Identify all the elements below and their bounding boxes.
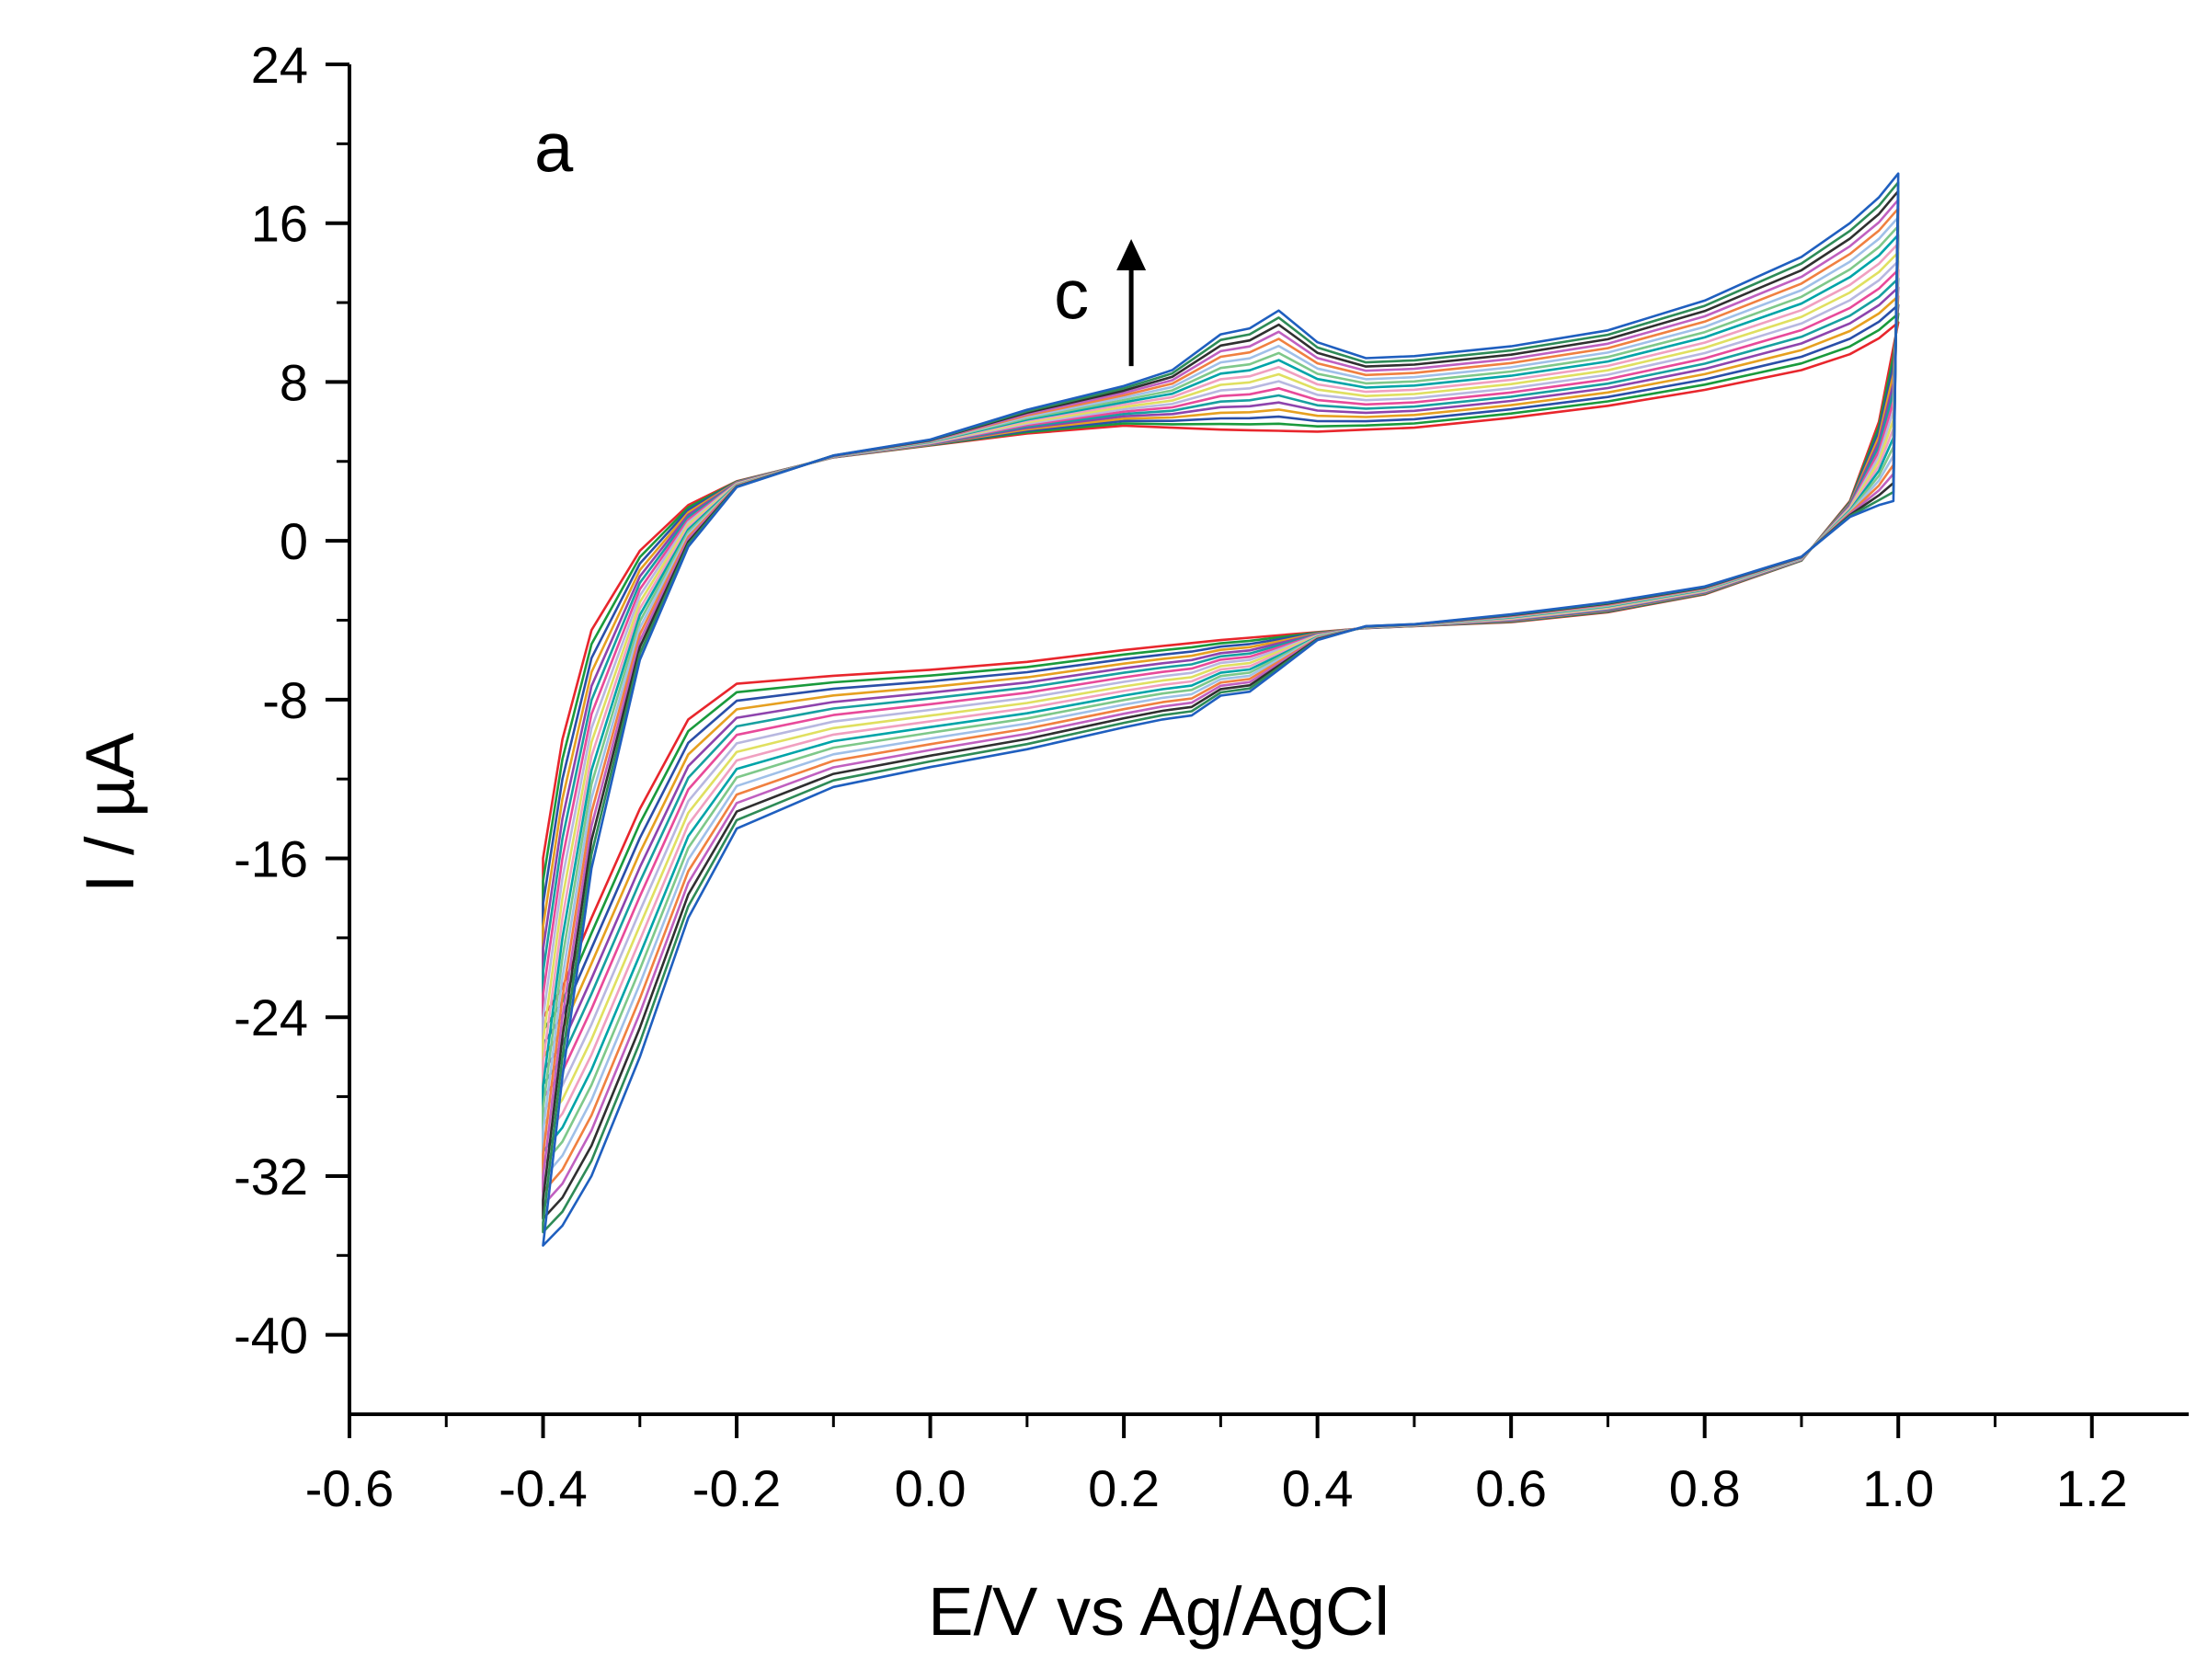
x-tick-label: 0.4 — [1282, 1459, 1354, 1517]
x-tick-label: -0.4 — [498, 1459, 588, 1517]
y-tick-label: -32 — [234, 1148, 308, 1206]
x-tick-label: -0.2 — [692, 1459, 782, 1517]
y-tick-label: -40 — [234, 1307, 308, 1365]
cv-cycle-curve — [542, 277, 1900, 1086]
tick-labels: -0.6 -0.4 -0.2 0.0 0.2 0.4 0.6 0.8 1.0 1.2 24 16 8 0 -… — [234, 36, 2128, 1517]
x-tick-label: 0.8 — [1669, 1459, 1741, 1517]
cv-cycle-curve — [542, 321, 1900, 1019]
annotation-label: c — [1054, 256, 1089, 334]
cv-cycle-curve — [542, 224, 1900, 1167]
cv-cycle-curve — [542, 269, 1900, 1100]
y-tick-label: 8 — [280, 353, 308, 411]
cv-cycle-curve — [542, 189, 1900, 1220]
cv-cycle-curve — [542, 242, 1900, 1139]
cv-cycle-curve — [542, 259, 1900, 1113]
y-axis-title: I / µA — [72, 732, 148, 893]
annotation-arrow-head — [1116, 238, 1147, 270]
panel-label: a — [534, 109, 574, 187]
cv-curves — [542, 172, 1900, 1247]
cv-cycle-curve — [542, 312, 1900, 1033]
x-tick-label: 1.2 — [2056, 1459, 2128, 1517]
x-tick-label: 0.6 — [1475, 1459, 1547, 1517]
y-tick-label: 0 — [280, 512, 308, 570]
x-tick-label: 1.0 — [1862, 1459, 1934, 1517]
y-tick-label: 16 — [251, 195, 308, 253]
cv-cycle-curve — [542, 216, 1900, 1180]
cv-cycle-curve — [542, 207, 1900, 1194]
x-axis-title: E/V vs Ag/AgCl — [928, 1573, 1390, 1650]
y-tick-label: -16 — [234, 830, 308, 888]
y-tick-label: -8 — [262, 671, 308, 729]
ticks — [326, 63, 2094, 1438]
y-tick-label: 24 — [251, 36, 308, 94]
cv-cycle-curve — [542, 286, 1900, 1072]
x-tick-label: -0.6 — [305, 1459, 395, 1517]
y-tick-label: -24 — [234, 989, 308, 1046]
cv-cycle-curve — [542, 172, 1900, 1247]
cv-cycle-curve — [542, 199, 1900, 1206]
cv-cycle-curve — [542, 234, 1900, 1153]
x-tick-label: 0.2 — [1088, 1459, 1160, 1517]
cv-cycle-curve — [542, 181, 1900, 1234]
axes — [348, 64, 2189, 1416]
x-tick-label: 0.0 — [895, 1459, 967, 1517]
cv-cycle-curve — [542, 251, 1900, 1126]
cv-cycle-curve — [542, 294, 1900, 1059]
cv-cycle-curve — [542, 303, 1900, 1046]
